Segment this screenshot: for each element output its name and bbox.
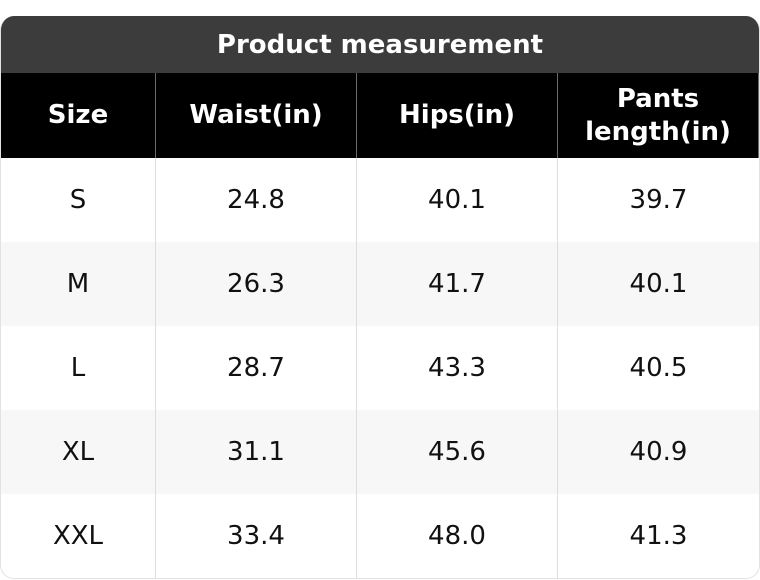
table-cell: 40.5 (629, 353, 688, 383)
table-cell: 41.3 (629, 521, 688, 551)
table-cell: M (1, 242, 156, 326)
header-cell: Pants length(in) (558, 73, 759, 158)
header-cell: Waist(in) (156, 73, 357, 158)
table-cell: XXL (1, 494, 156, 578)
table-cell: 40.9 (629, 437, 688, 467)
table-row: S 24.8 40.1 39.7 (1, 158, 759, 242)
table-body: Size Waist(in) Hips(in) Pants length(in) S 24… (1, 73, 759, 578)
measurement-table: Product measurement Size Waist(in) Hips(in… (0, 16, 760, 579)
table-cell: S (1, 158, 156, 242)
table-row: XXL 33.4 48.0 41.3 (1, 494, 759, 578)
table-cell: 28.7 (156, 326, 357, 410)
table-cell: 39.7 (629, 185, 688, 215)
table-cell: 41.7 (357, 242, 558, 326)
header-cell: Hips(in) (357, 73, 558, 158)
header-row: Size Waist(in) Hips(in) Pants length(in) (1, 73, 759, 158)
table-row: L 28.7 43.3 40.5 (1, 326, 759, 410)
table-cell: 45.6 (357, 410, 558, 494)
table-cell: 48.0 (357, 494, 558, 578)
table-cell: 40.1 (629, 269, 688, 299)
table-row: M 26.3 41.7 40.1 (1, 242, 759, 326)
table-title: Product measurement (1, 16, 759, 73)
table-cell: 33.4 (156, 494, 357, 578)
table-cell: XL (1, 410, 156, 494)
table-cell: 26.3 (156, 242, 357, 326)
table-row: XL 31.1 45.6 40.9 (1, 410, 759, 494)
table-cell: 24.8 (156, 158, 357, 242)
table-cell: 43.3 (357, 326, 558, 410)
table-cell: 40.1 (357, 158, 558, 242)
table-cell: L (1, 326, 156, 410)
table-cell: 31.1 (156, 410, 357, 494)
header-cell: Size (1, 73, 156, 158)
